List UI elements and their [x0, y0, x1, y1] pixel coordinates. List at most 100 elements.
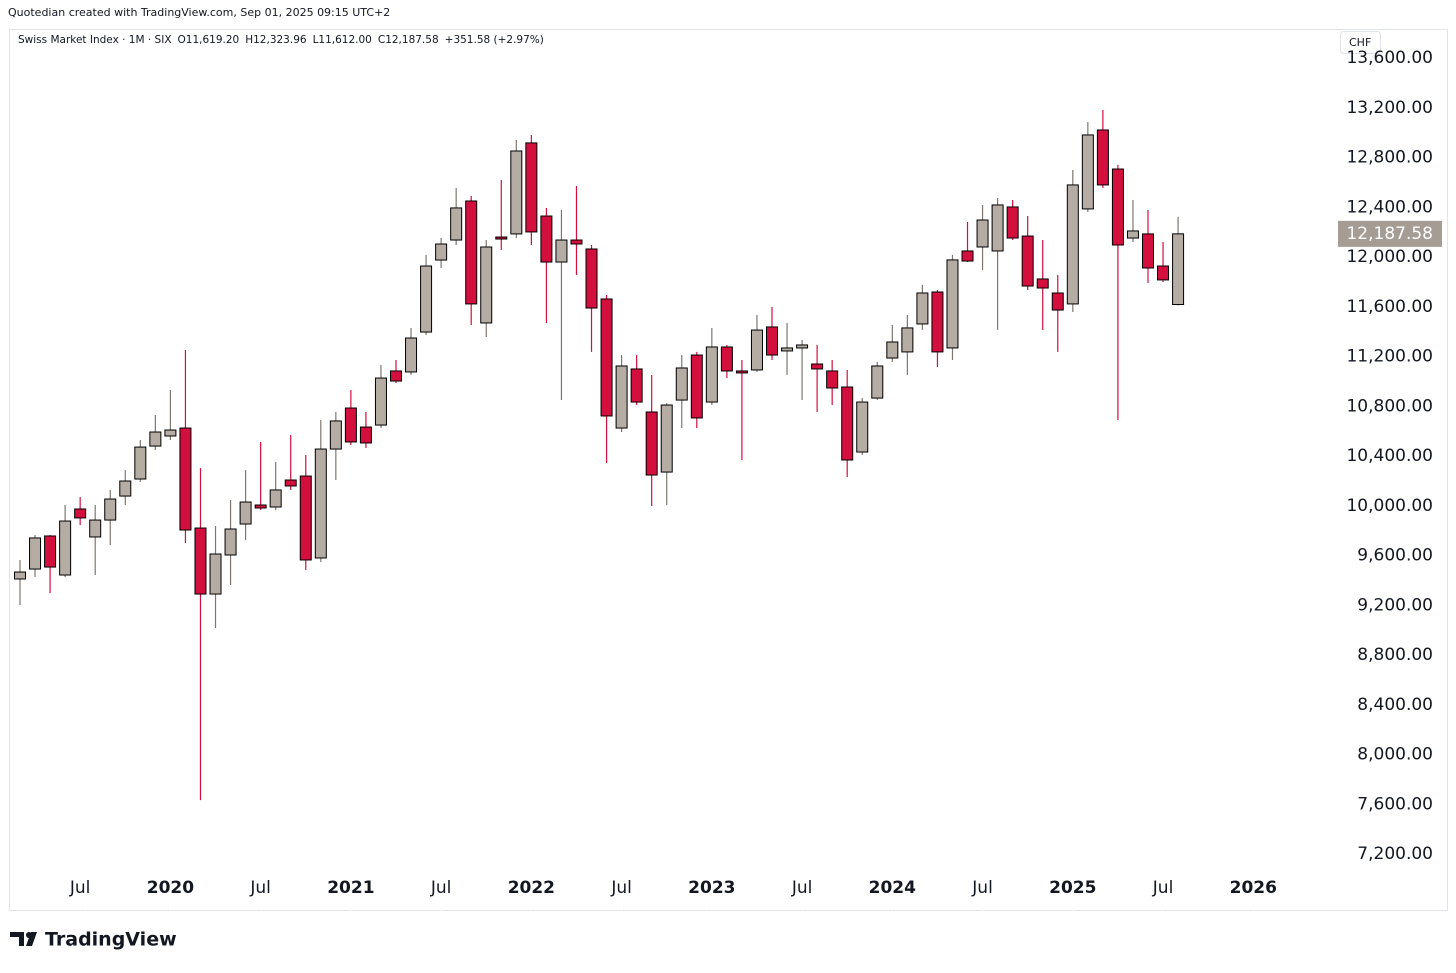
- logo-dot: [26, 932, 32, 938]
- y-tick-label: 8,000.00: [1357, 745, 1433, 765]
- y-tick-label: 13,600.00: [1346, 48, 1433, 68]
- candle-body: [164, 429, 177, 437]
- candle-body: [1066, 184, 1079, 305]
- candle-body: [254, 504, 267, 509]
- y-tick-label: 7,600.00: [1357, 794, 1433, 814]
- candle-body: [735, 370, 748, 374]
- x-tick-label: Jul: [971, 878, 993, 898]
- candle-body: [269, 489, 282, 508]
- candle-body: [615, 365, 628, 429]
- candle-body: [1051, 292, 1064, 311]
- candle-body: [1006, 206, 1019, 239]
- chart-frame: [9, 29, 1448, 911]
- y-tick-label: 10,400.00: [1346, 446, 1433, 466]
- candle-body: [329, 420, 342, 450]
- logo: TradingView: [10, 929, 177, 951]
- legend: Swiss Market Index · 1M · SIX: [18, 34, 172, 46]
- ohlc-value: O11,619.20: [178, 34, 240, 46]
- candle-body: [435, 243, 448, 261]
- candle-body: [1142, 233, 1154, 269]
- symbol: Swiss Market Index · 1M · SIX: [18, 34, 172, 46]
- x-tick-label: Jul: [69, 878, 91, 898]
- candle-body: [540, 215, 553, 263]
- candle-body: [841, 386, 854, 461]
- x-tick-label: Jul: [1152, 878, 1174, 898]
- y-tick-label: 12,000.00: [1346, 247, 1433, 267]
- y-tick-label: 12,400.00: [1346, 197, 1433, 217]
- candle-body: [284, 479, 297, 487]
- candle-body: [59, 520, 72, 576]
- candle-body: [720, 346, 733, 372]
- candle-body: [1036, 278, 1049, 289]
- candle-body: [89, 519, 102, 538]
- candle-body: [510, 150, 523, 235]
- candle-body: [465, 200, 478, 305]
- y-tick-label: 10,800.00: [1346, 396, 1433, 416]
- candle-body: [495, 236, 508, 240]
- candle-body: [570, 239, 583, 245]
- candle-body: [901, 327, 914, 353]
- candle-body: [179, 427, 192, 531]
- brand: TradingView: [45, 929, 177, 951]
- candle-body: [781, 347, 794, 352]
- candle-body: [119, 480, 132, 497]
- candle-body: [420, 265, 433, 333]
- x-tick-label: Jul: [249, 878, 271, 898]
- candle-body: [390, 370, 402, 382]
- last-price-box: [1338, 220, 1442, 247]
- candle-body: [1172, 233, 1185, 306]
- x-tick-label: 2026: [1230, 878, 1277, 898]
- ohlc-value: L11,612.00: [313, 34, 372, 46]
- candle-body: [796, 344, 809, 349]
- x-tick-label: 2025: [1049, 878, 1096, 898]
- candle-body: [871, 365, 884, 399]
- candle-body: [134, 446, 147, 480]
- ohlc-value: H12,323.96: [245, 34, 307, 46]
- candle-body: [44, 535, 57, 568]
- x-tick-label: 2024: [869, 878, 916, 898]
- candle-body: [660, 404, 673, 473]
- x-tick-label: Jul: [791, 878, 813, 898]
- candle-body: [630, 368, 643, 403]
- candle-body: [705, 346, 718, 403]
- candle-body: [314, 448, 327, 559]
- candle-body: [1096, 129, 1109, 186]
- y-tick-label: 8,400.00: [1357, 695, 1433, 715]
- candle-body: [224, 528, 237, 556]
- candle-body: [299, 475, 312, 561]
- candle-body: [675, 367, 688, 401]
- candle-body: [991, 204, 1004, 252]
- currency-box[interactable]: [1340, 31, 1381, 54]
- candle-body: [555, 239, 568, 263]
- x-tick-label: 2022: [508, 878, 555, 898]
- candle-body: [826, 370, 839, 389]
- candle-body: [916, 292, 929, 325]
- candle-body: [359, 426, 372, 444]
- candle-body: [946, 259, 959, 349]
- candle-body: [209, 553, 222, 595]
- candle-body: [344, 407, 357, 443]
- candle-body: [1157, 265, 1170, 281]
- y-tick-label: 7,200.00: [1357, 844, 1433, 864]
- candle-body: [856, 401, 869, 453]
- y-tick-label: 9,600.00: [1357, 546, 1433, 566]
- x-tick-label: 2021: [327, 878, 374, 898]
- candle-body: [14, 571, 26, 580]
- y-tick-label: 9,200.00: [1357, 595, 1433, 615]
- candle-body: [750, 329, 763, 371]
- candle-body: [600, 298, 613, 417]
- candle-body: [450, 207, 463, 241]
- logo-icon: [10, 932, 37, 946]
- candle-body: [811, 363, 824, 370]
- y-tick-label: 11,600.00: [1346, 297, 1433, 317]
- candle-body: [239, 501, 252, 525]
- candle-body: [585, 248, 598, 309]
- candle-body: [374, 377, 387, 426]
- y-tick-label: 8,800.00: [1357, 645, 1433, 665]
- ohlc-value: +351.58 (+2.97%): [445, 34, 544, 46]
- caption: Quotedian created with TradingView.com, …: [8, 6, 390, 19]
- candle-body: [480, 246, 493, 324]
- ohlc-value: C12,187.58: [378, 34, 439, 46]
- y-tick-label: 10,000.00: [1346, 496, 1433, 516]
